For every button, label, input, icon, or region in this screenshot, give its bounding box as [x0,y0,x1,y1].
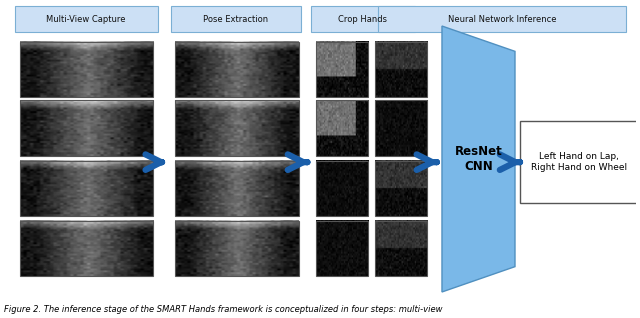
Bar [375,221,428,276]
Text: Left Hand on Lap,
Right Hand on Wheel: Left Hand on Lap, Right Hand on Wheel [531,152,627,172]
Bar [175,42,299,97]
Bar [316,100,368,156]
Polygon shape [442,26,515,292]
Bar [175,100,299,156]
Bar [316,42,368,97]
Bar [20,221,153,276]
Bar [175,161,299,216]
Text: Pose Extraction: Pose Extraction [204,15,269,24]
Text: ResNet
CNN: ResNet CNN [454,145,502,173]
FancyBboxPatch shape [378,6,626,32]
Bar [375,42,428,97]
Bar [20,100,153,156]
FancyBboxPatch shape [15,6,157,32]
Bar [316,161,368,216]
FancyBboxPatch shape [310,6,415,32]
Bar [316,221,368,276]
Bar [20,161,153,216]
FancyBboxPatch shape [520,121,637,203]
Bar [20,42,153,97]
Bar [375,161,428,216]
Text: Multi-View Capture: Multi-View Capture [46,15,126,24]
Text: Figure 2. The inference stage of the SMART Hands framework is conceptualized in : Figure 2. The inference stage of the SMA… [4,305,442,314]
Bar [175,221,299,276]
Text: Crop Hands: Crop Hands [339,15,387,24]
FancyBboxPatch shape [171,6,301,32]
Text: Neural Network Inference: Neural Network Inference [448,15,557,24]
Bar [375,100,428,156]
